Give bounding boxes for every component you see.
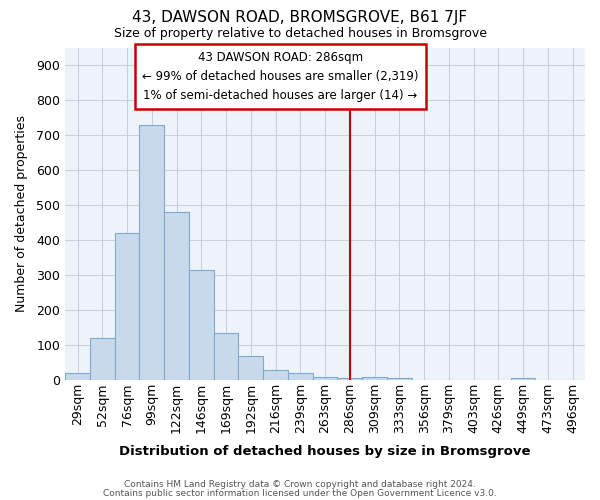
Bar <box>387 378 412 380</box>
Bar <box>139 124 164 380</box>
Text: 43 DAWSON ROAD: 286sqm
← 99% of detached houses are smaller (2,319)
1% of semi-d: 43 DAWSON ROAD: 286sqm ← 99% of detached… <box>142 51 419 102</box>
Text: Contains public sector information licensed under the Open Government Licence v3: Contains public sector information licen… <box>103 488 497 498</box>
Bar <box>313 376 337 380</box>
X-axis label: Distribution of detached houses by size in Bromsgrove: Distribution of detached houses by size … <box>119 444 531 458</box>
Bar <box>214 333 238 380</box>
Bar <box>362 376 387 380</box>
Text: Size of property relative to detached houses in Bromsgrove: Size of property relative to detached ho… <box>113 28 487 40</box>
Y-axis label: Number of detached properties: Number of detached properties <box>15 116 28 312</box>
Bar <box>511 378 535 380</box>
Bar <box>189 270 214 380</box>
Bar <box>90 338 115 380</box>
Bar <box>65 373 90 380</box>
Bar <box>337 378 362 380</box>
Bar <box>263 370 288 380</box>
Bar <box>288 372 313 380</box>
Text: 43, DAWSON ROAD, BROMSGROVE, B61 7JF: 43, DAWSON ROAD, BROMSGROVE, B61 7JF <box>133 10 467 25</box>
Text: Contains HM Land Registry data © Crown copyright and database right 2024.: Contains HM Land Registry data © Crown c… <box>124 480 476 489</box>
Bar <box>115 233 139 380</box>
Bar <box>164 212 189 380</box>
Bar <box>238 356 263 380</box>
